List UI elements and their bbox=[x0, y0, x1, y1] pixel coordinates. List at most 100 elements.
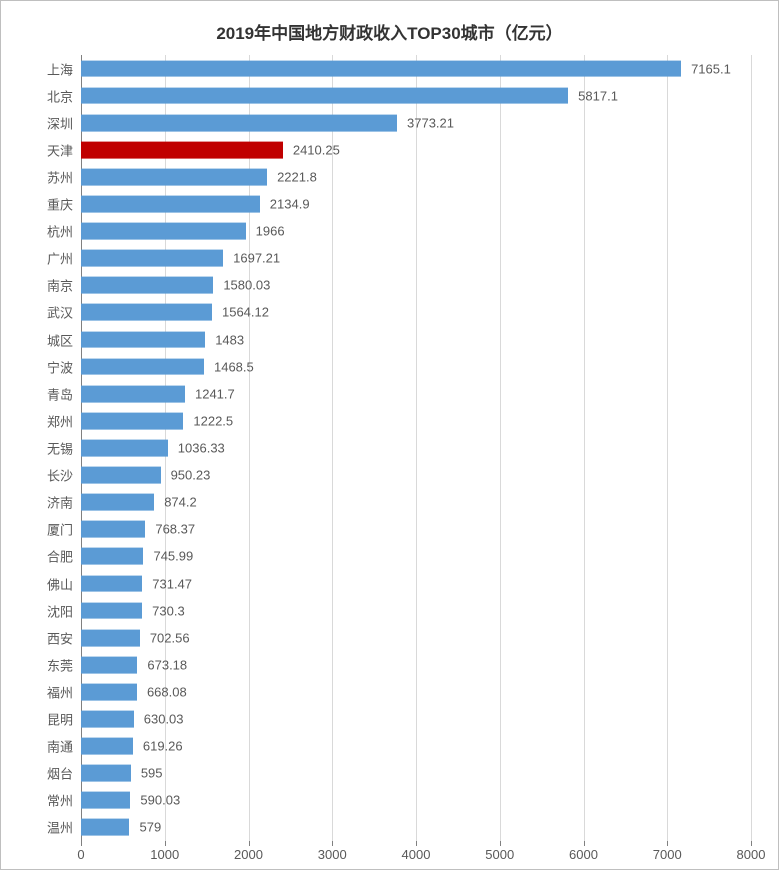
bar bbox=[81, 494, 154, 511]
plot-area: 010002000300040005000600070008000上海7165.… bbox=[81, 55, 751, 841]
bar-row: 北京5817.1 bbox=[81, 82, 751, 109]
bar-value-label: 2410.25 bbox=[293, 142, 340, 157]
bar bbox=[81, 385, 185, 402]
bar bbox=[81, 440, 168, 457]
category-label: 西安 bbox=[47, 628, 73, 647]
bar bbox=[81, 358, 204, 375]
bar-row: 合肥745.99 bbox=[81, 543, 751, 570]
x-tick-label: 6000 bbox=[569, 847, 598, 862]
bar-value-label: 874.2 bbox=[164, 495, 197, 510]
bar-value-label: 673.18 bbox=[147, 657, 187, 672]
bar-row: 福州668.08 bbox=[81, 678, 751, 705]
bar bbox=[81, 738, 133, 755]
bar-value-label: 745.99 bbox=[153, 549, 193, 564]
x-tick-label: 8000 bbox=[737, 847, 766, 862]
x-tick-label: 1000 bbox=[150, 847, 179, 862]
bar bbox=[81, 114, 397, 131]
category-label: 昆明 bbox=[47, 710, 73, 729]
x-tick-mark bbox=[165, 841, 166, 846]
bar bbox=[81, 548, 143, 565]
x-tick-mark bbox=[81, 841, 82, 846]
x-tick-mark bbox=[249, 841, 250, 846]
category-label: 无锡 bbox=[47, 438, 73, 457]
bar-value-label: 7165.1 bbox=[691, 61, 731, 76]
category-label: 长沙 bbox=[47, 466, 73, 485]
bar bbox=[81, 467, 161, 484]
bar-value-label: 1966 bbox=[256, 224, 285, 239]
bar-row: 西安702.56 bbox=[81, 624, 751, 651]
x-tick-mark bbox=[500, 841, 501, 846]
bar bbox=[81, 304, 212, 321]
bar-value-label: 950.23 bbox=[171, 468, 211, 483]
category-label: 济南 bbox=[47, 493, 73, 512]
category-label: 青岛 bbox=[47, 384, 73, 403]
bar-value-label: 595 bbox=[141, 766, 163, 781]
category-label: 郑州 bbox=[47, 411, 73, 430]
category-label: 沈阳 bbox=[47, 601, 73, 620]
bar-row: 重庆2134.9 bbox=[81, 191, 751, 218]
bar bbox=[81, 60, 681, 77]
bar-value-label: 1564.12 bbox=[222, 305, 269, 320]
bar-row: 温州579 bbox=[81, 814, 751, 841]
bar-row: 沈阳730.3 bbox=[81, 597, 751, 624]
bar bbox=[81, 223, 246, 240]
bar-row: 宁波1468.5 bbox=[81, 353, 751, 380]
bar-value-label: 619.26 bbox=[143, 739, 183, 754]
x-tick-label: 3000 bbox=[318, 847, 347, 862]
category-label: 佛山 bbox=[47, 574, 73, 593]
bar-row: 杭州1966 bbox=[81, 218, 751, 245]
bar-row: 城区1483 bbox=[81, 326, 751, 353]
bar-row: 南通619.26 bbox=[81, 733, 751, 760]
bar-value-label: 2221.8 bbox=[277, 169, 317, 184]
bar-row: 厦门768.37 bbox=[81, 516, 751, 543]
category-label: 重庆 bbox=[47, 195, 73, 214]
category-label: 南通 bbox=[47, 737, 73, 756]
bar-value-label: 1580.03 bbox=[223, 278, 270, 293]
bar-value-label: 2134.9 bbox=[270, 197, 310, 212]
gridline bbox=[751, 55, 752, 841]
bar-row: 无锡1036.33 bbox=[81, 434, 751, 461]
bar bbox=[81, 792, 130, 809]
bar bbox=[81, 684, 137, 701]
category-label: 厦门 bbox=[47, 520, 73, 539]
bar-value-label: 1468.5 bbox=[214, 359, 254, 374]
category-label: 合肥 bbox=[47, 547, 73, 566]
bar-row: 青岛1241.7 bbox=[81, 380, 751, 407]
bar-row: 烟台595 bbox=[81, 760, 751, 787]
bar-value-label: 1222.5 bbox=[193, 413, 233, 428]
bar-row: 苏州2221.8 bbox=[81, 163, 751, 190]
bar-value-label: 3773.21 bbox=[407, 115, 454, 130]
category-label: 深圳 bbox=[47, 113, 73, 132]
category-label: 广州 bbox=[47, 249, 73, 268]
chart-container: 2019年中国地方财政收入TOP30城市（亿元） 010002000300040… bbox=[0, 0, 779, 870]
bar-value-label: 579 bbox=[139, 820, 161, 835]
bar bbox=[81, 87, 568, 104]
bar bbox=[81, 765, 131, 782]
bar-value-label: 630.03 bbox=[144, 712, 184, 727]
x-tick-mark bbox=[332, 841, 333, 846]
bar bbox=[81, 412, 183, 429]
bar-row: 上海7165.1 bbox=[81, 55, 751, 82]
bar-row: 佛山731.47 bbox=[81, 570, 751, 597]
bar-row: 深圳3773.21 bbox=[81, 109, 751, 136]
bar-row: 东莞673.18 bbox=[81, 651, 751, 678]
bar-value-label: 1697.21 bbox=[233, 251, 280, 266]
category-label: 城区 bbox=[47, 330, 73, 349]
category-label: 温州 bbox=[47, 818, 73, 837]
category-label: 武汉 bbox=[47, 303, 73, 322]
bar-value-label: 702.56 bbox=[150, 630, 190, 645]
bar-row: 南京1580.03 bbox=[81, 272, 751, 299]
bar bbox=[81, 141, 283, 158]
x-tick-label: 4000 bbox=[402, 847, 431, 862]
category-label: 南京 bbox=[47, 276, 73, 295]
category-label: 烟台 bbox=[47, 764, 73, 783]
category-label: 天津 bbox=[47, 140, 73, 159]
category-label: 宁波 bbox=[47, 357, 73, 376]
bar bbox=[81, 521, 145, 538]
bar bbox=[81, 196, 260, 213]
bar-row: 常州590.03 bbox=[81, 787, 751, 814]
bar bbox=[81, 629, 140, 646]
bar-row: 天津2410.25 bbox=[81, 136, 751, 163]
x-tick-label: 7000 bbox=[653, 847, 682, 862]
x-tick-mark bbox=[416, 841, 417, 846]
